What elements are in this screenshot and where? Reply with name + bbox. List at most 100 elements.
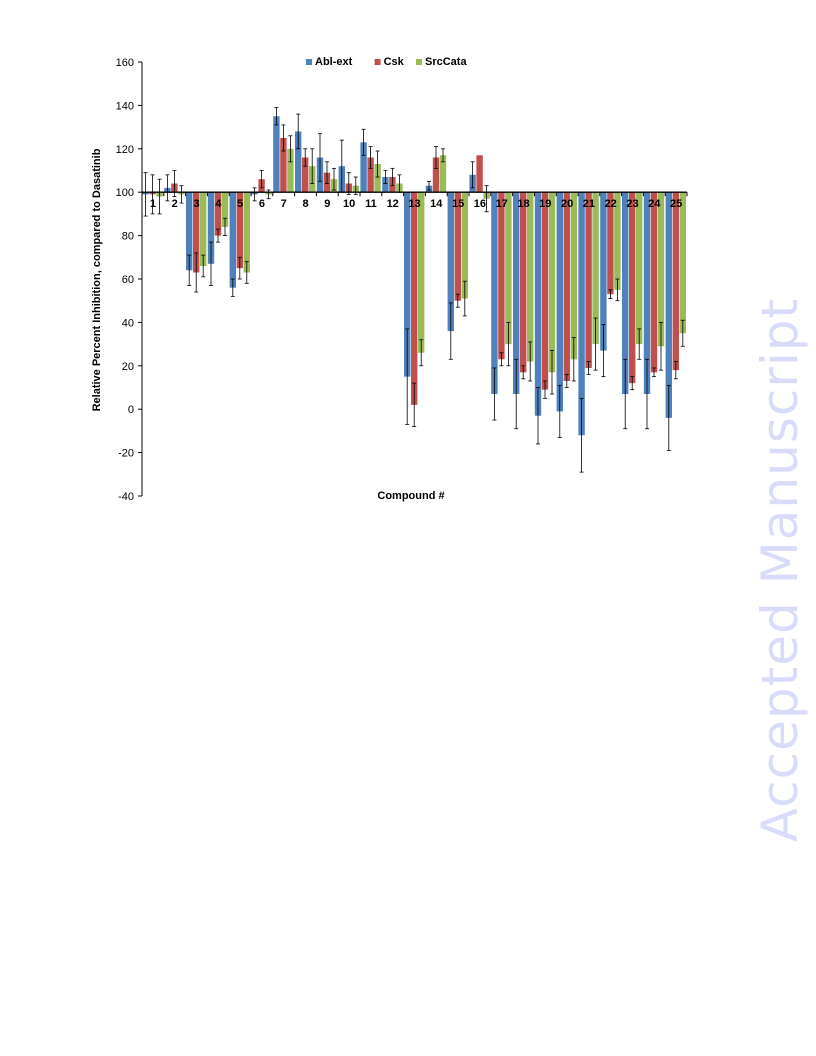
error-bar-csk-4 (216, 228, 220, 243)
x-tick-label-18: 18 (517, 198, 529, 210)
error-bar-csk-17 (499, 352, 504, 367)
error-bar-srccata-21 (593, 317, 598, 371)
bar-abl-ext-12 (382, 177, 389, 193)
x-tick-label-24: 24 (648, 198, 661, 210)
bar-srccata-18 (527, 192, 534, 362)
bar-csk-19 (541, 192, 549, 390)
bar-srccata-17 (505, 192, 512, 345)
x-tick-label-25: 25 (670, 198, 682, 210)
error-bar-abl-ext-22 (601, 324, 606, 378)
x-tick-label-4: 4 (215, 198, 222, 210)
error-bar-csk-6 (259, 170, 264, 189)
error-bar-csk-25 (673, 361, 678, 380)
error-bar-abl-ext-13 (405, 328, 410, 425)
legend-swatch-csk (374, 59, 381, 65)
error-bar-srccata-2 (179, 185, 184, 204)
error-bar-csk-7 (281, 124, 286, 152)
error-bar-csk-10 (346, 172, 351, 195)
x-tick-label-22: 22 (605, 198, 617, 210)
bar-csk-5 (236, 192, 243, 269)
bar-csk-8 (302, 157, 309, 193)
error-bar-srccata-11 (375, 150, 380, 178)
error-bar-srccata-23 (637, 328, 642, 360)
error-bar-srccata-1 (157, 178, 162, 215)
bar-srccata-5 (243, 192, 250, 273)
x-tick-label-17: 17 (496, 198, 508, 210)
bar-csk-24 (650, 192, 658, 373)
error-bar-abl-ext-4 (209, 241, 213, 286)
error-bar-abl-ext-9 (318, 133, 322, 182)
bar-csk-20 (563, 192, 570, 381)
bar-csk-17 (498, 192, 505, 360)
bar-abl-ext-8 (295, 131, 302, 193)
x-tick-label-8: 8 (302, 198, 308, 210)
watermark: Accepted Manuscript (751, 297, 809, 843)
y-tick-label-120: 120 (116, 144, 134, 156)
x-tick-label-9: 9 (324, 198, 330, 210)
error-bar-csk-12 (390, 167, 395, 187)
bar-abl-ext-19 (534, 192, 542, 416)
error-bar-srccata-17 (506, 321, 511, 367)
x-tick-label-5: 5 (237, 198, 243, 210)
error-bar-srccata-19 (550, 350, 554, 395)
x-tick-label-10: 10 (343, 198, 355, 210)
labels-layer: 1 2 3 4 5 6 7 8 9 10 11 12 13 14 15 16 17 18 19 20 21 22 23 24 2… (150, 198, 682, 210)
error-bar-csk-20 (564, 374, 569, 388)
bar-srccata-15 (461, 192, 468, 299)
bar-csk-25 (672, 192, 679, 371)
error-bar-abl-ext-5 (230, 278, 235, 297)
error-bar-srccata-4 (223, 217, 227, 237)
bar-csk-18 (520, 192, 527, 373)
x-tick-label-2: 2 (172, 198, 178, 210)
x-tick-label-16: 16 (474, 198, 486, 210)
x-tick-label-23: 23 (626, 198, 638, 210)
y-tick-label-160: 160 (116, 57, 134, 69)
x-tick-label-6: 6 (259, 198, 265, 210)
x-tick-label-20: 20 (561, 198, 573, 210)
error-bar-abl-ext-15 (448, 302, 453, 360)
error-bar-srccata-9 (332, 167, 336, 191)
error-bars-layer (143, 107, 685, 473)
error-bar-csk-22 (608, 289, 613, 299)
error-bar-csk-24 (652, 367, 656, 378)
bar-abl-ext-7 (273, 116, 280, 193)
x-tick-label-12: 12 (387, 198, 399, 210)
error-bar-srccata-24 (659, 321, 663, 371)
error-bar-abl-ext-7 (274, 107, 279, 126)
legend-swatch-srccata (416, 59, 422, 65)
x-tick-label-19: 19 (539, 198, 551, 210)
error-bar-abl-ext-11 (361, 128, 366, 156)
error-bar-csk-5 (237, 256, 242, 280)
bar-csk-3 (193, 192, 200, 273)
y-tick-label-140: 140 (116, 100, 134, 112)
x-tick-label-3: 3 (193, 198, 199, 210)
bar-abl-ext-21 (578, 192, 585, 436)
error-bar-srccata-20 (571, 337, 576, 382)
bar-srccata-20 (570, 192, 577, 360)
bar-abl-ext-15 (447, 192, 454, 332)
bar-abl-ext-25 (665, 192, 672, 418)
error-bar-abl-ext-14 (427, 180, 431, 191)
bar-csk-4 (214, 192, 222, 236)
bar-csk-21 (585, 192, 592, 368)
error-bar-csk-14 (434, 146, 438, 169)
bar-csk-16 (476, 155, 483, 193)
error-bar-abl-ext-6 (252, 187, 257, 202)
y-tick-label-80: 80 (122, 231, 134, 243)
bar-abl-ext-13 (404, 192, 411, 377)
legend-label-srccata: SrcCata (425, 56, 467, 68)
error-bar-abl-ext-19 (536, 387, 540, 445)
x-tick-label-14: 14 (430, 198, 443, 210)
error-bar-abl-ext-18 (514, 358, 519, 430)
bar-srccata-4 (221, 192, 229, 227)
bar-srccata-7 (287, 148, 294, 193)
error-bar-abl-ext-8 (296, 113, 301, 150)
bar-abl-ext-11 (360, 142, 367, 193)
bar-srccata-13 (418, 192, 425, 353)
bar-abl-ext-4 (207, 192, 215, 264)
error-bar-csk-9 (325, 161, 329, 184)
error-bar-csk-3 (194, 252, 199, 293)
bar-csk-11 (367, 157, 374, 193)
bar-abl-ext-17 (491, 192, 498, 395)
bar-srccata-23 (636, 192, 643, 345)
